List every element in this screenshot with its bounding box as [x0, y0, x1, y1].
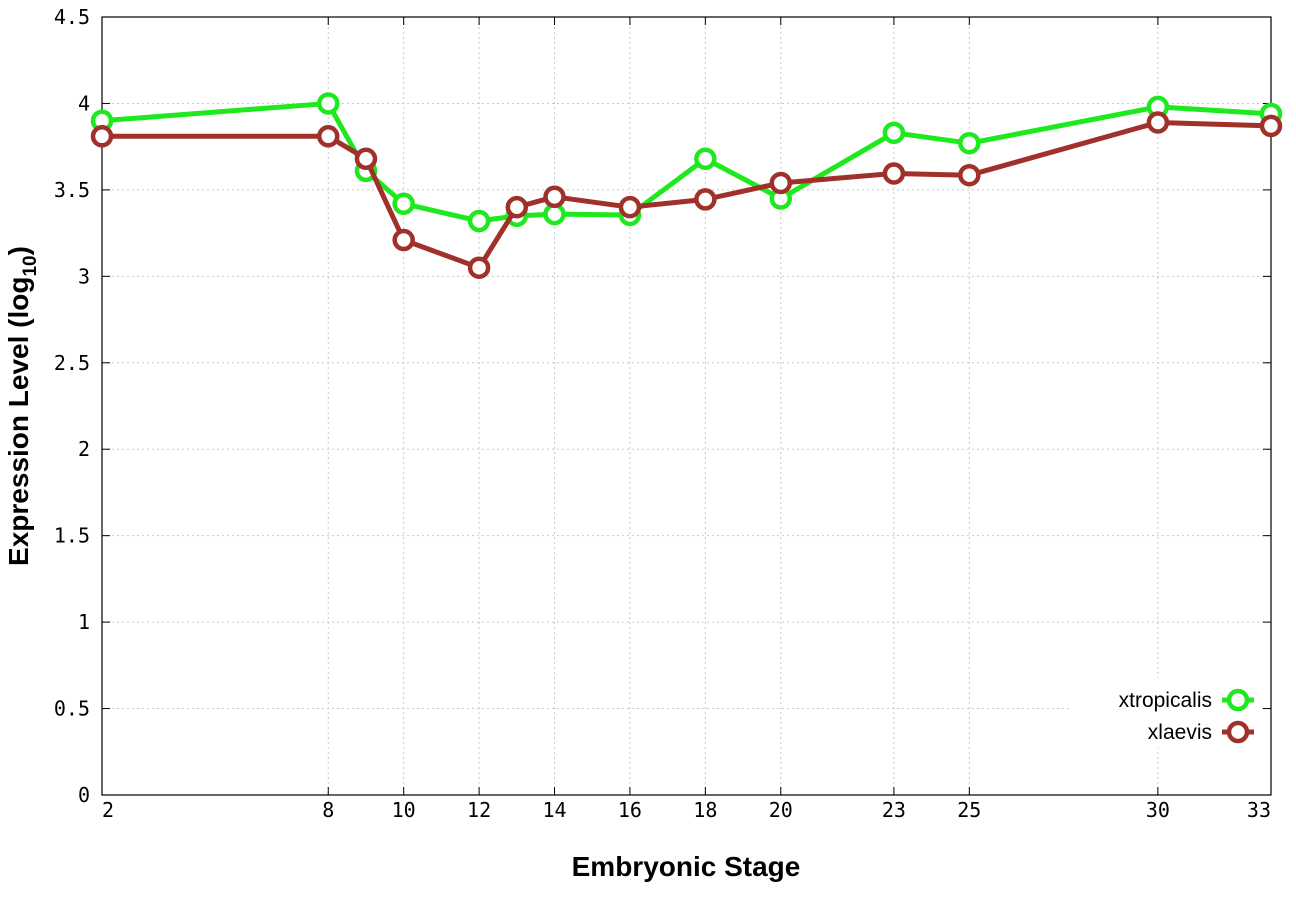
data-point — [505, 195, 529, 219]
y-axis-title: Expression Level (log10) — [3, 246, 41, 566]
legend-label: xlaevis — [1148, 721, 1212, 744]
legend: xtropicalis xlaevis — [1072, 678, 1260, 748]
data-point — [882, 162, 906, 185]
y-tick-label: 2.5 — [54, 351, 90, 375]
y-tick-label: 0 — [78, 783, 90, 807]
y-tick-label: 1 — [78, 610, 90, 634]
data-point — [543, 185, 566, 209]
x-tick-label: 16 — [618, 798, 642, 822]
data-point — [317, 92, 340, 115]
data-point — [694, 188, 717, 211]
y-tick-label: 3.5 — [54, 178, 90, 202]
y-axis-title-subscript: 10 — [20, 255, 41, 276]
data-point — [694, 147, 717, 171]
y-tick-label: 2 — [78, 437, 90, 461]
data-point — [1146, 111, 1170, 134]
y-axis-title-suffix: ) — [3, 246, 34, 255]
data-point — [90, 125, 114, 148]
x-tick-label: 10 — [392, 798, 416, 822]
legend-swatch-marker — [1226, 688, 1250, 712]
series-layer — [90, 92, 1283, 279]
legend-swatch-marker — [1226, 720, 1250, 744]
series-xtropicalis — [90, 92, 1283, 233]
axis-ticks: 0 0.5 1 1.5 2 2.5 3 3.5 4 4.5 2 8 10 12 14 16 18 20 23 25 30… — [54, 5, 1272, 822]
x-tick-label: 2 — [102, 798, 114, 822]
series-line — [102, 119, 1272, 271]
data-point — [882, 121, 906, 145]
y-axis-title-main: Expression Level (log — [3, 277, 34, 566]
x-axis-title: Embryonic Stage — [572, 851, 801, 882]
y-tick-label: 1.5 — [54, 524, 90, 548]
data-point — [392, 228, 415, 252]
x-tick-label: 30 — [1146, 798, 1170, 822]
data-point — [769, 171, 793, 195]
data-point — [354, 147, 378, 171]
x-tick-label: 20 — [769, 798, 793, 822]
data-point — [392, 192, 415, 215]
data-point — [618, 195, 642, 219]
x-tick-label: 12 — [467, 798, 491, 822]
data-point — [958, 131, 981, 155]
data-point — [467, 209, 491, 233]
data-point — [958, 163, 981, 187]
x-tick-label: 8 — [322, 798, 334, 822]
y-tick-label: 4 — [78, 91, 90, 115]
y-tick-label: 3 — [78, 264, 90, 288]
x-tick-label: 25 — [957, 798, 981, 822]
x-tick-label: 18 — [693, 798, 717, 822]
y-tick-label: 0.5 — [54, 697, 90, 721]
legend-label: xtropicalis — [1119, 689, 1212, 712]
x-tick-label: 23 — [882, 798, 906, 822]
data-point — [317, 125, 340, 148]
y-tick-label: 4.5 — [54, 5, 90, 29]
plot-frame — [101, 16, 1272, 796]
series-xlaevis — [90, 111, 1283, 279]
x-tick-label: 14 — [542, 798, 566, 822]
x-tick-label: 33 — [1247, 798, 1271, 822]
data-point — [467, 256, 491, 279]
data-point — [1259, 114, 1283, 138]
